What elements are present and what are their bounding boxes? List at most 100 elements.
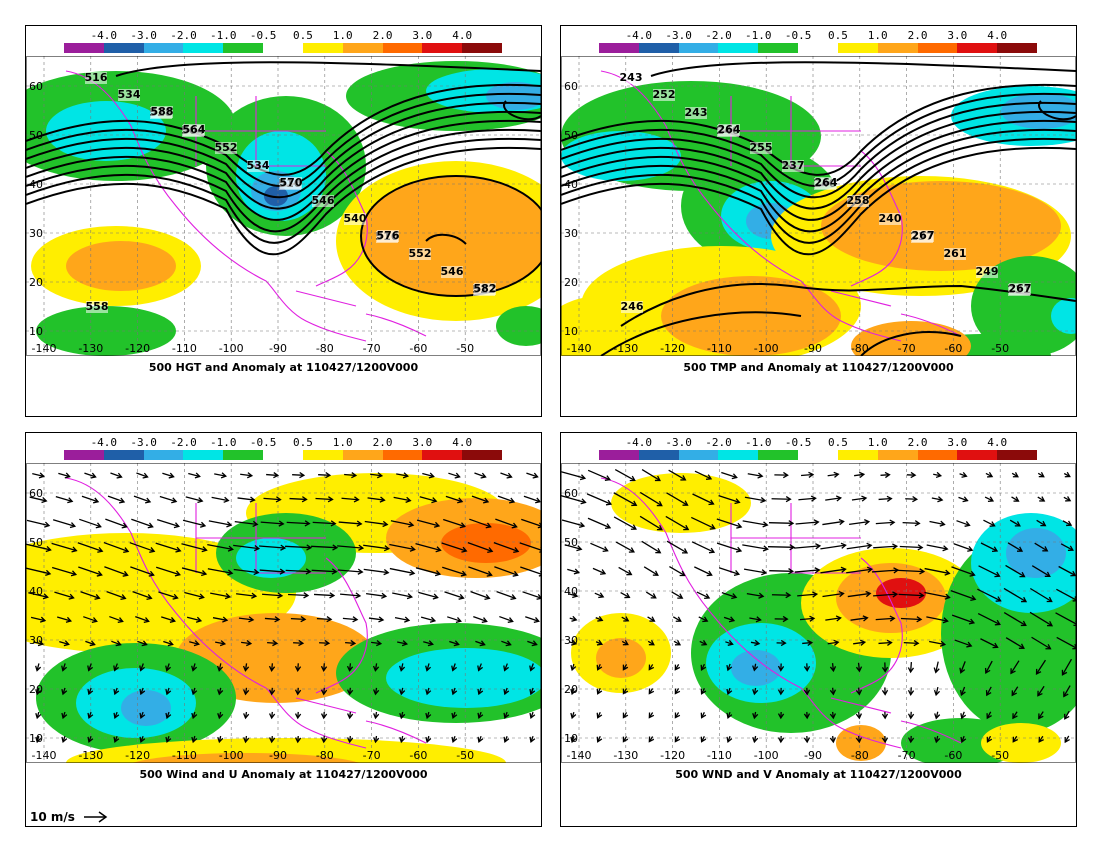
longitude-label: -120	[660, 749, 685, 762]
arrow-right-icon	[83, 811, 108, 823]
scale-label: 0.5	[827, 29, 848, 42]
contour-label: 552	[215, 141, 238, 154]
scale-label: -3.0	[130, 436, 157, 449]
contour-labels: 2432462402372312432372402492522552582612…	[620, 71, 1032, 313]
scale-swatch	[678, 43, 719, 53]
latitude-label: 40	[564, 585, 578, 598]
contour-label: 243	[620, 71, 643, 84]
contour-label: 534	[118, 88, 141, 101]
scale-swatch	[302, 450, 343, 460]
latitude-label: 50	[29, 129, 43, 142]
contour-label: 570	[280, 176, 303, 189]
scale-swatch	[302, 43, 343, 53]
longitude-label: -130	[78, 749, 103, 762]
longitude-label: -120	[125, 342, 150, 355]
scale-label: -4.0	[625, 436, 653, 449]
contour-label: 267	[1009, 282, 1032, 295]
scale-label: -1.0	[745, 29, 772, 42]
longitude-label: -80	[316, 342, 334, 355]
scale-swatch	[462, 450, 502, 460]
scale-label: -0.5	[249, 436, 277, 449]
scale-label: 0.5	[292, 29, 313, 42]
wnd-v-anomaly-map: 60 50 40 30 20 10 -140 -130 -120 -110 -100 -90 -80 -7…	[561, 463, 1076, 763]
longitude-label: -110	[172, 749, 197, 762]
wind-arrows	[26, 471, 541, 744]
latitude-label: 30	[29, 634, 43, 647]
contour-lines	[561, 61, 1076, 356]
latitude-label: 10	[564, 732, 578, 745]
wind-u-anomaly-map: 60 50 40 30 20 10 -140 -130 -120 -110 -100 -90 -80 -7…	[26, 463, 541, 763]
scale-swatch	[638, 450, 679, 460]
scale-swatch	[422, 450, 463, 460]
scale-label: -2.0	[170, 436, 197, 449]
scale-label: 1.0	[332, 436, 353, 449]
scale-swatch	[718, 450, 759, 460]
longitude-label: -80	[851, 749, 869, 762]
latitude-label: 50	[29, 536, 43, 549]
scale-label: 4.0	[452, 29, 473, 42]
scale-label: -2.0	[170, 29, 197, 42]
scale-label: 4.0	[987, 29, 1008, 42]
latitude-label: 60	[29, 80, 43, 93]
scale-label: -0.5	[249, 29, 277, 42]
scale-label: 0.5	[827, 436, 848, 449]
latitude-label: 10	[564, 325, 578, 338]
contour-label: 546	[312, 194, 335, 207]
scale-swatch	[877, 450, 918, 460]
contour-label: 558	[86, 300, 109, 313]
scale-swatch	[342, 450, 383, 460]
longitude-label: -60	[944, 342, 962, 355]
latitude-label: 60	[29, 487, 43, 500]
scale-swatch	[638, 43, 679, 53]
longitude-label: -70	[363, 749, 381, 762]
longitude-label: -80	[851, 342, 869, 355]
panel-caption: 500 HGT and Anomaly at 110427/1200V000	[148, 361, 419, 374]
scale-swatch	[223, 43, 264, 53]
hgt-anomaly-map: 5165045105165225285345405465345525465525…	[26, 56, 541, 356]
scale-swatch	[183, 450, 224, 460]
scale-swatch	[678, 450, 719, 460]
contour-label: 252	[653, 88, 676, 101]
latitude-label: 30	[564, 634, 578, 647]
latitude-label: 60	[564, 80, 578, 93]
wind-arrows	[561, 468, 1076, 744]
scale-swatch	[718, 43, 759, 53]
latitude-label: 50	[564, 129, 578, 142]
scale-swatch	[837, 450, 878, 460]
contour-label: 267	[912, 229, 935, 242]
contour-label: 246	[621, 300, 644, 313]
longitude-label: -90	[804, 342, 822, 355]
scale-label: -3.0	[130, 29, 157, 42]
tmp-anomaly-panel: -4.0 -3.0 -2.0 -1.0 -0.5 0.5 1.0 2.0 3.0 4.0 243 2…	[560, 25, 1077, 417]
scale-label: -4.0	[625, 29, 653, 42]
panel-caption: 500 WND and V Anomaly at 110427/1200V000	[675, 768, 962, 781]
scale-label: 2.0	[907, 29, 928, 42]
scale-label: 2.0	[372, 29, 393, 42]
contour-label: 564	[183, 123, 206, 136]
color-scale-labels: -4.0 -3.0 -2.0 -1.0 -0.5 0.5 1.0 2.0 3.0 4.0	[599, 436, 1037, 449]
longitude-label: -100	[219, 342, 244, 355]
scale-swatch	[223, 450, 264, 460]
latitude-label: 30	[564, 227, 578, 240]
contour-label: 582	[474, 282, 497, 295]
scale-label: 1.0	[867, 436, 888, 449]
color-scale-bar	[599, 43, 1037, 53]
contour-label: 264	[718, 123, 741, 136]
latitude-label: 40	[29, 178, 43, 191]
scale-swatch	[462, 43, 502, 53]
contour-label: 240	[879, 212, 902, 225]
longitude-label: -70	[898, 342, 916, 355]
scale-swatch	[382, 450, 423, 460]
scale-label: -1.0	[210, 29, 237, 42]
longitude-label: -60	[944, 749, 962, 762]
scale-label: -1.0	[210, 436, 237, 449]
longitude-label: -100	[754, 749, 779, 762]
wind-u-anomaly-panel: -4.0 -3.0 -2.0 -1.0 -0.5 0.5 1.0 2.0 3.0 4.0 60 50…	[25, 432, 542, 827]
scale-swatch	[382, 43, 423, 53]
scale-swatch	[422, 43, 463, 53]
scale-swatch	[599, 43, 639, 53]
scale-label: 0.5	[292, 436, 313, 449]
latitude-label: 30	[29, 227, 43, 240]
longitude-label: -140	[32, 342, 57, 355]
color-scale-bar	[64, 43, 502, 53]
